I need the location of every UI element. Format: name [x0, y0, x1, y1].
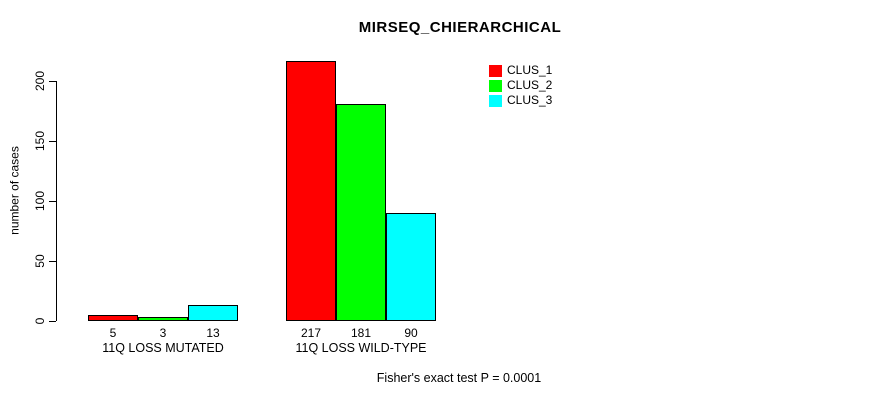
bar-value-label: 3 — [159, 326, 167, 340]
bar-clus_1-group2 — [286, 61, 336, 321]
legend-item: CLUS_1 — [489, 63, 552, 78]
y-tick — [49, 141, 56, 142]
legend-label: CLUS_3 — [507, 93, 553, 107]
y-tick-label: 150 — [33, 130, 47, 152]
legend: CLUS_1 CLUS_2 CLUS_3 — [489, 63, 552, 108]
bar-clus_1-group1 — [88, 315, 138, 321]
y-axis — [56, 81, 57, 321]
bar-value-label: 90 — [404, 326, 418, 340]
legend-item: CLUS_3 — [489, 93, 552, 108]
legend-swatch-clus3 — [489, 94, 502, 107]
bar-value-label: 13 — [206, 326, 220, 340]
category-label: 11Q LOSS MUTATED — [102, 341, 224, 355]
chart-title: MIRSEQ_CHIERARCHICAL — [358, 19, 562, 36]
bar-value-label: 5 — [109, 326, 117, 340]
legend-label: CLUS_1 — [507, 63, 553, 77]
legend-item: CLUS_2 — [489, 78, 552, 93]
y-axis-title: number of cases — [7, 146, 22, 235]
y-tick-label: 200 — [33, 70, 47, 92]
y-tick-label: 100 — [33, 190, 47, 212]
legend-label: CLUS_2 — [507, 78, 553, 92]
bar-clus_2-group2 — [336, 104, 386, 321]
y-tick — [49, 261, 56, 262]
bar-value-label: 181 — [350, 326, 372, 340]
legend-swatch-clus1 — [489, 64, 502, 77]
legend-swatch-clus2 — [489, 79, 502, 92]
stat-test-annotation: Fisher's exact test P = 0.0001 — [376, 371, 542, 385]
bar-clus_2-group1 — [138, 317, 188, 321]
bar-value-label: 217 — [300, 326, 322, 340]
bar-clus_3-group2 — [386, 213, 436, 321]
y-tick-label: 0 — [33, 317, 47, 325]
y-tick — [49, 81, 56, 82]
category-label: 11Q LOSS WILD-TYPE — [295, 341, 427, 355]
y-tick-label: 50 — [33, 254, 47, 268]
y-tick — [49, 321, 56, 322]
bar-clus_3-group1 — [188, 305, 238, 321]
y-tick — [49, 201, 56, 202]
